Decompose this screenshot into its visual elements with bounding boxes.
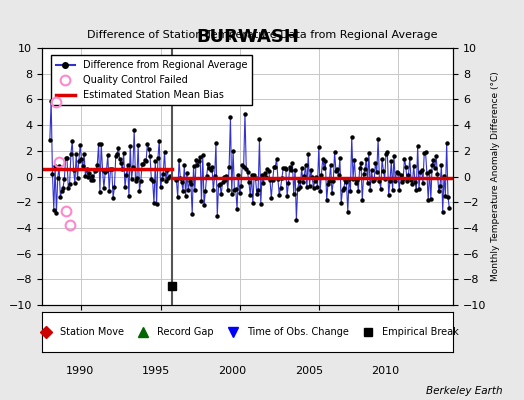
Title: BURWASH: BURWASH — [196, 28, 299, 46]
Legend: Station Move, Record Gap, Time of Obs. Change, Empirical Break: Station Move, Record Gap, Time of Obs. C… — [34, 324, 461, 340]
Y-axis label: Monthly Temperature Anomaly Difference (°C): Monthly Temperature Anomaly Difference (… — [490, 72, 499, 281]
Text: 2010: 2010 — [371, 366, 399, 376]
Text: Difference of Station Temperature Data from Regional Average: Difference of Station Temperature Data f… — [87, 30, 437, 40]
Legend: Difference from Regional Average, Quality Control Failed, Estimated Station Mean: Difference from Regional Average, Qualit… — [51, 56, 253, 105]
Text: 1990: 1990 — [66, 366, 94, 376]
Text: Berkeley Earth: Berkeley Earth — [427, 386, 503, 396]
Text: 2000: 2000 — [219, 366, 247, 376]
Text: 1995: 1995 — [142, 366, 170, 376]
Text: 2005: 2005 — [295, 366, 323, 376]
